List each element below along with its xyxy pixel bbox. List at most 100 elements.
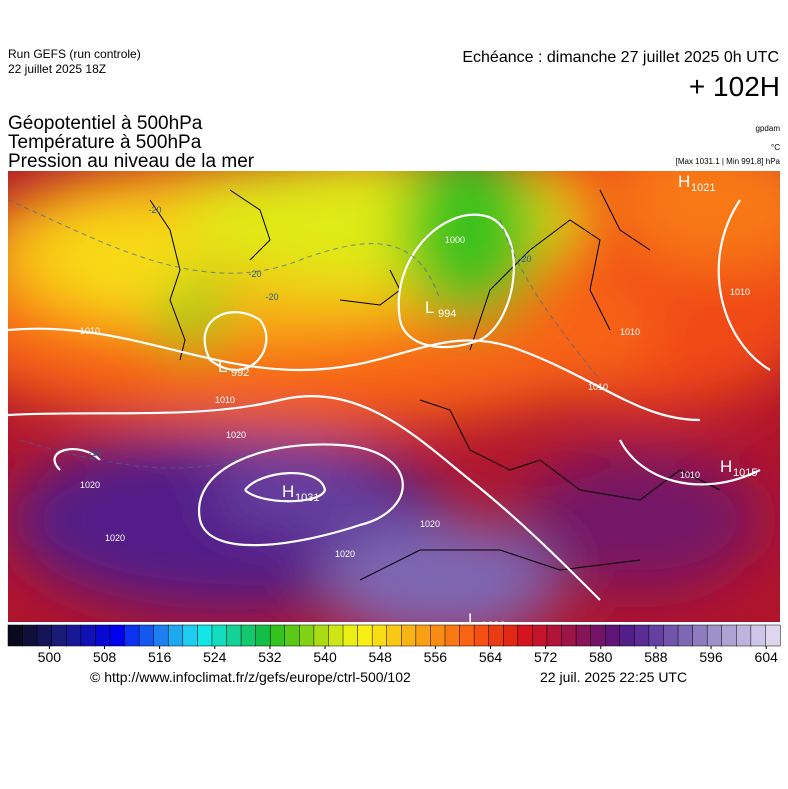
colorbar-swatch (604, 624, 621, 647)
isobar-label: 1020 (226, 430, 246, 440)
run-date: 22 juillet 2025 18Z (8, 62, 106, 76)
colorbar-swatch (706, 624, 723, 647)
colorbar-swatch (488, 624, 504, 647)
colorbar-swatch (677, 624, 694, 647)
colorbar-swatch (721, 624, 737, 647)
colorbar-swatch (750, 624, 766, 647)
colorbar-swatch (226, 624, 242, 647)
map (8, 171, 780, 622)
colorbar-swatch (517, 624, 533, 647)
colorbar-swatch (153, 624, 169, 647)
colorbar-swatch (590, 624, 606, 647)
isobar-label: 1020 (80, 480, 100, 490)
colorbar-tick-label: 556 (424, 649, 448, 665)
pressure-value: 1021 (691, 182, 715, 194)
colorbar-swatch (66, 624, 82, 647)
colorbar-tick-label: 588 (644, 649, 668, 665)
isobar-label: 1020 (420, 519, 440, 529)
unit-label: °C (771, 143, 780, 152)
colorbar-swatch (401, 624, 417, 647)
unit-label: [Max 1031.1 | Min 991.8] hPa (676, 157, 781, 166)
colorbar-swatch (459, 624, 475, 647)
colorbar-swatch (80, 624, 96, 647)
colorbar-swatch (357, 624, 373, 647)
colorbar-tick-label: 540 (313, 649, 337, 665)
colorbar-swatch (371, 624, 388, 647)
colorbar-tick-label: 564 (479, 649, 503, 665)
isobar-label: 1010 (215, 395, 235, 405)
isotherm-label: -20 (265, 292, 278, 302)
source-url: © http://www.infoclimat.fr/z/gefs/europe… (90, 669, 411, 685)
isobar-label: 1020 (105, 533, 125, 543)
pressure-symbol: L (218, 357, 227, 376)
colorbar-swatch (269, 624, 286, 647)
isotherm-label: -20 (148, 205, 161, 215)
colorbar-swatch (415, 624, 431, 647)
colorbar-swatch (430, 624, 446, 647)
colorbar-tick-label: 548 (369, 649, 393, 665)
colorbar-swatch (444, 624, 461, 647)
unit-label: gpdam (756, 124, 781, 133)
colorbar-tick-label: 532 (258, 649, 282, 665)
isobar-label: 1010 (588, 382, 608, 392)
colorbar-swatch (22, 624, 38, 647)
colorbar-swatch (284, 624, 300, 647)
colorbar-swatch (619, 624, 635, 647)
colorbar-swatch (197, 624, 213, 647)
colorbar-swatch (138, 624, 155, 647)
pressure-value: 994 (438, 308, 456, 320)
colorbar-tick-label: 572 (534, 649, 558, 665)
colorbar-swatch (532, 624, 548, 647)
colorbar-swatch (240, 624, 257, 647)
isotherm-label: -10 (88, 448, 101, 458)
pressure-symbol: L (425, 298, 434, 317)
colorbar-swatch (342, 624, 359, 647)
pressure-symbol: L (468, 610, 477, 629)
colorbar-swatch (561, 624, 577, 647)
colorbar-swatch (51, 624, 67, 647)
title-line: Pression au niveau de la mer (8, 151, 255, 172)
colorbar-tick-label: 516 (148, 649, 172, 665)
colorbar-swatch (736, 624, 752, 647)
colorbar-swatch (211, 624, 228, 647)
colorbar-swatch (36, 624, 53, 647)
colorbar-swatch (575, 624, 592, 647)
title-line: Géopotentiel à 500hPa (8, 113, 203, 134)
isobar-label: 1020 (335, 549, 355, 559)
isobar-label: 1010 (680, 470, 700, 480)
pressure-symbol: H (282, 482, 294, 501)
colorbar-swatch (95, 624, 111, 647)
colorbar-swatch (313, 624, 330, 647)
colorbar-tick-label: 508 (93, 649, 117, 665)
colorbar-swatch (634, 624, 650, 647)
isotherm-label: -20 (518, 254, 531, 264)
colorbar-tick-label: 580 (589, 649, 613, 665)
isotherm-label: -20 (248, 269, 261, 279)
colorbar-swatch (328, 624, 344, 647)
colorbar-swatch (7, 624, 24, 647)
pressure-symbol: H (678, 172, 690, 191)
isobar-label: 1010 (730, 287, 750, 297)
colorbar-swatch (386, 624, 402, 647)
colorbar-tick-label: 524 (203, 649, 227, 665)
colorbar-tick-label: 596 (699, 649, 723, 665)
colorbar-swatch (692, 624, 708, 647)
colorbar-swatch (663, 624, 679, 647)
colorbar-swatch (648, 624, 665, 647)
generated-time: 22 juil. 2025 22:25 UTC (540, 669, 687, 685)
pressure-value: 1015 (733, 467, 757, 479)
colorbar-swatch (546, 624, 563, 647)
colorbar-swatch (109, 624, 126, 647)
colorbar-tick-label: 500 (38, 649, 62, 665)
colorbar-swatch (502, 624, 519, 647)
colorbar-swatch (255, 624, 271, 647)
pressure-value: 1031 (295, 492, 319, 504)
colorbar-tick-label: 604 (755, 649, 779, 665)
isobar-label: 1000 (445, 235, 465, 245)
lead-time: + 102H (689, 71, 780, 102)
pressure-value: 992 (231, 367, 249, 379)
colorbar-swatch (473, 624, 490, 647)
colorbar-swatch (182, 624, 198, 647)
colorbar-swatch (124, 624, 140, 647)
